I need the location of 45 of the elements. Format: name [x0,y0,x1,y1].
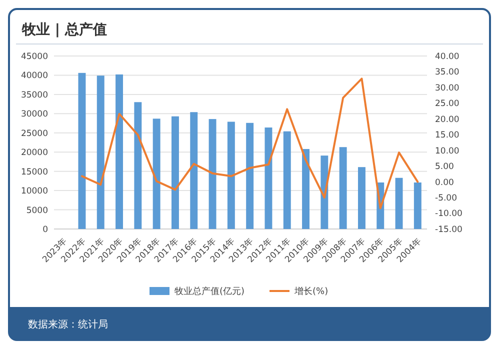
bar [264,128,272,229]
y2-tick-label: 30.00 [435,83,460,94]
bar [302,149,310,229]
line-series [80,78,419,210]
y2-tick-label: -10.00 [435,209,462,220]
bar [283,131,291,229]
bar [190,112,198,229]
y-tick-label: 10000 [20,186,48,197]
y2-tick-label: -15.00 [435,224,462,235]
y-tick-label: 40000 [20,71,48,82]
y-tick-label: 30000 [20,110,48,120]
bar [116,74,124,229]
legend-label: 牧业总产值(亿元) [174,286,245,298]
legend-label: 增长(%) [294,286,328,298]
y-tick-label: 25000 [20,128,48,139]
y2-tick-label: 35.00 [435,68,460,78]
bar [246,122,254,229]
y2-tick-label: 20.00 [435,114,460,125]
bar [78,72,86,229]
y-tick-label: 20000 [20,148,48,158]
y-tick-label: 45000 [20,52,48,62]
y2-tick-label: 10.00 [435,146,460,156]
bar [96,76,104,229]
bar [227,122,235,229]
y-tick-label: 5000 [26,206,48,216]
bar [358,167,366,229]
y2-tick-label: -5.00 [435,194,457,204]
bar [208,119,216,229]
y-tick-label: 0 [42,224,48,235]
y2-tick-label: 0.00 [435,178,454,188]
bar [134,102,142,229]
chart-title: 牧业 | 总产值 [21,21,107,38]
bar [152,118,160,229]
bar [414,182,422,229]
y2-tick-label: 25.00 [435,99,460,110]
y-tick-label: 35000 [20,90,48,100]
bar [395,178,403,229]
y2-tick-label: 40.00 [435,52,460,62]
y2-tick-label: 5.00 [435,162,454,172]
bar [339,147,347,229]
source-note: 数据来源：统计局 [28,318,108,330]
y2-tick-label: 15.00 [435,130,460,141]
bar [171,116,179,229]
bar [320,156,328,229]
y-tick-label: 15000 [20,167,48,178]
